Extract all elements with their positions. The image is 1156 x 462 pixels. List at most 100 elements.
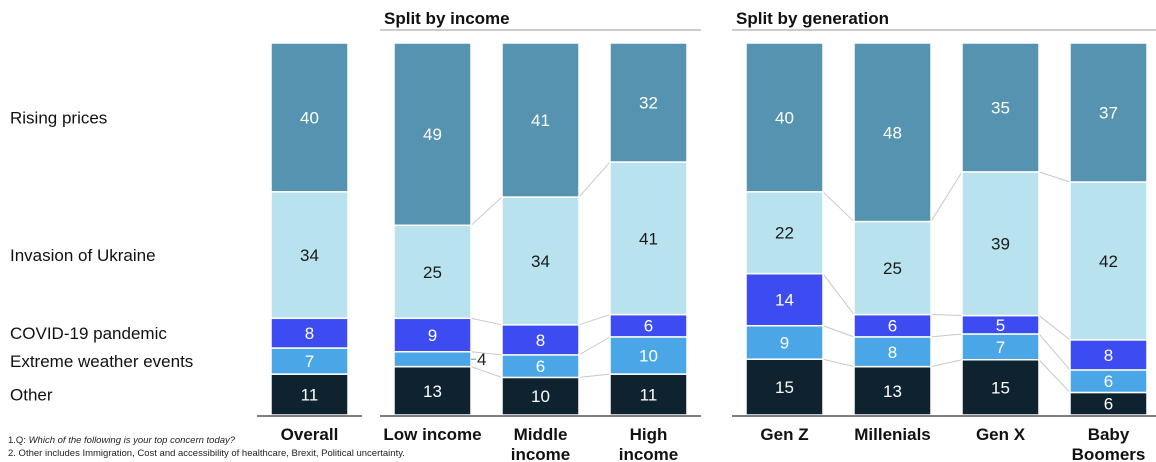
connector-line	[470, 366, 503, 378]
category-label: Millenials	[854, 425, 931, 444]
data-label: 9	[780, 333, 789, 352]
group-title: Split by generation	[736, 9, 889, 28]
connector-line	[578, 314, 611, 326]
data-label: 5	[996, 316, 1005, 335]
legend-label-rising-prices: Rising prices	[10, 108, 107, 127]
category-label: Boomers	[1072, 445, 1146, 462]
data-label: 25	[423, 263, 442, 282]
data-label: 40	[300, 108, 319, 127]
data-label: 6	[536, 357, 545, 376]
data-label: 49	[423, 125, 442, 144]
data-label: 7	[305, 352, 314, 371]
bar-segment-low-income-other	[393, 365, 472, 416]
data-label: 42	[1099, 252, 1118, 271]
connector-line	[822, 325, 855, 338]
bar-segment-overall-covid-19-pandemic	[270, 317, 349, 349]
data-label: 13	[423, 382, 442, 401]
footnotes: 1.Q: Which of the following is your top …	[8, 434, 405, 460]
bar-segment-gen-x-extreme-weather-events	[961, 333, 1040, 361]
connector-line	[930, 314, 963, 317]
data-label: 11	[301, 386, 319, 405]
connector-line	[470, 351, 503, 356]
data-label: 39	[991, 235, 1010, 254]
category-label: income	[511, 445, 571, 462]
bar-segment-middle-income-other	[501, 376, 580, 416]
connector-line	[578, 373, 611, 378]
footnote-2: 2. Other includes Immigration, Cost and …	[8, 448, 405, 459]
bar-segment-middle-income-invasion-of-ukraine	[501, 196, 580, 326]
legend-label-invasion-of-ukraine: Invasion of Ukraine	[10, 246, 156, 265]
data-label: 8	[888, 343, 897, 362]
legend-label-covid-19-pandemic: COVID-19 pandemic	[10, 324, 167, 343]
bar-segment-high-income-invasion-of-ukraine	[609, 161, 688, 316]
data-label: 34	[531, 252, 550, 271]
bar-segment-millenials-rising-prices	[853, 42, 932, 223]
bar-segment-overall-other	[270, 373, 349, 416]
connector-line	[930, 359, 963, 368]
data-label: 41	[639, 229, 658, 248]
connector-line	[930, 171, 963, 222]
bar-segment-low-income-covid-19-pandemic	[393, 317, 472, 353]
bar-segment-middle-income-rising-prices	[501, 42, 580, 198]
bar-segment-baby-boomers-invasion-of-ukraine	[1069, 181, 1148, 341]
data-label: 13	[883, 382, 902, 401]
bar-segment-gen-z-other	[745, 358, 824, 416]
data-label: 9	[428, 326, 437, 345]
connector-line	[1038, 171, 1071, 183]
category-label: Middle	[514, 425, 568, 444]
data-label: 8	[1104, 346, 1113, 365]
data-label: 7	[996, 338, 1005, 357]
bar-segment-gen-x-other	[961, 359, 1040, 416]
bar-segment-overall-invasion-of-ukraine	[270, 191, 349, 320]
bar-segment-gen-z-rising-prices	[745, 42, 824, 193]
data-label: 15	[775, 378, 794, 397]
connector-line	[1038, 333, 1071, 371]
bar-segment-overall-rising-prices	[270, 42, 349, 193]
category-label: Gen Z	[760, 425, 808, 444]
connector-line	[470, 317, 503, 326]
data-label: 22	[775, 224, 794, 243]
bar-segment-gen-z-covid-19-pandemic	[745, 272, 824, 327]
data-label: 15	[991, 378, 1010, 397]
data-label: 10	[531, 387, 550, 406]
data-label: 8	[305, 324, 314, 343]
connector-line	[1038, 315, 1071, 341]
data-label: 40	[775, 108, 794, 127]
bar-segment-low-income-extreme-weather-events	[393, 351, 472, 368]
footnote-1-question: Which of the following is your top conce…	[28, 435, 236, 446]
footnote-1-prefix: 1.Q:	[8, 435, 29, 446]
bar-segment-high-income-extreme-weather-events	[609, 336, 688, 375]
bar-segment-high-income-rising-prices	[609, 42, 688, 163]
data-label: 6	[1104, 395, 1113, 414]
data-label: 6	[1104, 372, 1113, 391]
bar-segment-gen-z-extreme-weather-events	[745, 324, 824, 360]
data-label: 11	[640, 386, 658, 405]
connector-line	[578, 336, 611, 356]
category-label: Baby	[1088, 425, 1130, 444]
connector-line	[822, 358, 855, 368]
connector-line	[822, 191, 855, 222]
footnote-1: 1.Q: Which of the following is your top …	[8, 434, 405, 447]
category-label: Overall	[281, 425, 339, 444]
connector-line	[822, 273, 855, 315]
data-label: 34	[300, 246, 319, 265]
connector-line	[1038, 359, 1071, 393]
connector-line	[578, 161, 611, 198]
bar-segment-middle-income-covid-19-pandemic	[501, 324, 580, 356]
connector-line	[930, 333, 963, 338]
group-title: Split by income	[384, 9, 510, 28]
bar-segment-millenials-other	[853, 365, 932, 416]
bar-segment-gen-x-rising-prices	[961, 42, 1040, 173]
bar-segment-low-income-rising-prices	[393, 42, 472, 227]
category-label: Gen X	[976, 425, 1026, 444]
data-label: 14	[775, 291, 794, 310]
data-label: 25	[883, 259, 902, 278]
category-label: Low income	[383, 425, 481, 444]
data-label: 8	[536, 331, 545, 350]
legend-label-extreme-weather-events: Extreme weather events	[10, 352, 193, 371]
data-label: 4	[477, 350, 486, 369]
data-label: 48	[883, 123, 902, 142]
bar-segment-baby-boomers-rising-prices	[1069, 42, 1148, 183]
data-label: 32	[639, 94, 658, 113]
data-label: 6	[644, 317, 653, 336]
